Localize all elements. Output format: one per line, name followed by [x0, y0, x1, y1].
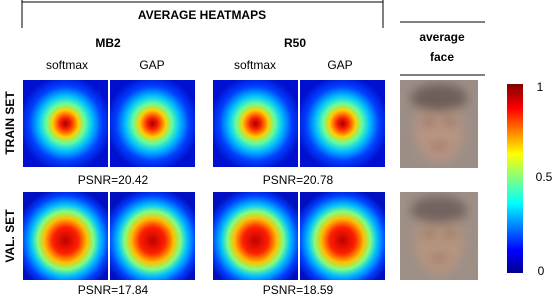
model-name: MB2 [95, 36, 121, 50]
average-face [400, 80, 478, 280]
face-image [400, 192, 478, 280]
heatmap [23, 192, 108, 280]
face-title: face [430, 50, 454, 64]
heatmap [110, 80, 195, 167]
psnr: PSNR=18.59 [263, 283, 334, 296]
colorbar-tick: 1 [537, 80, 544, 94]
face-title: average [419, 30, 465, 44]
psnr: PSNR=20.78 [263, 173, 334, 187]
colorbar-tick: 0.5 [536, 170, 552, 184]
model-name: R50 [284, 36, 306, 50]
psnr: PSNR=20.42 [78, 173, 149, 187]
heatmaps [23, 80, 385, 280]
header [21, 0, 485, 76]
heatmap [213, 80, 298, 167]
title: AVERAGE HEATMAPS [138, 8, 266, 22]
method: GAP [327, 58, 352, 72]
method: softmax [46, 58, 88, 72]
heatmap [213, 192, 298, 280]
heatmap [300, 80, 385, 167]
face-image [400, 80, 478, 168]
heatmap [23, 80, 108, 167]
colorbar [507, 84, 523, 273]
colorbar-tick: 0 [538, 264, 545, 278]
psnr: PSNR=17.84 [78, 283, 149, 296]
heatmap [300, 192, 385, 280]
row-label: TRAIN SET [3, 91, 17, 155]
method: softmax [234, 58, 276, 72]
heatmap [110, 192, 195, 280]
row-label: VAL. SET [3, 209, 17, 263]
method: GAP [139, 58, 164, 72]
